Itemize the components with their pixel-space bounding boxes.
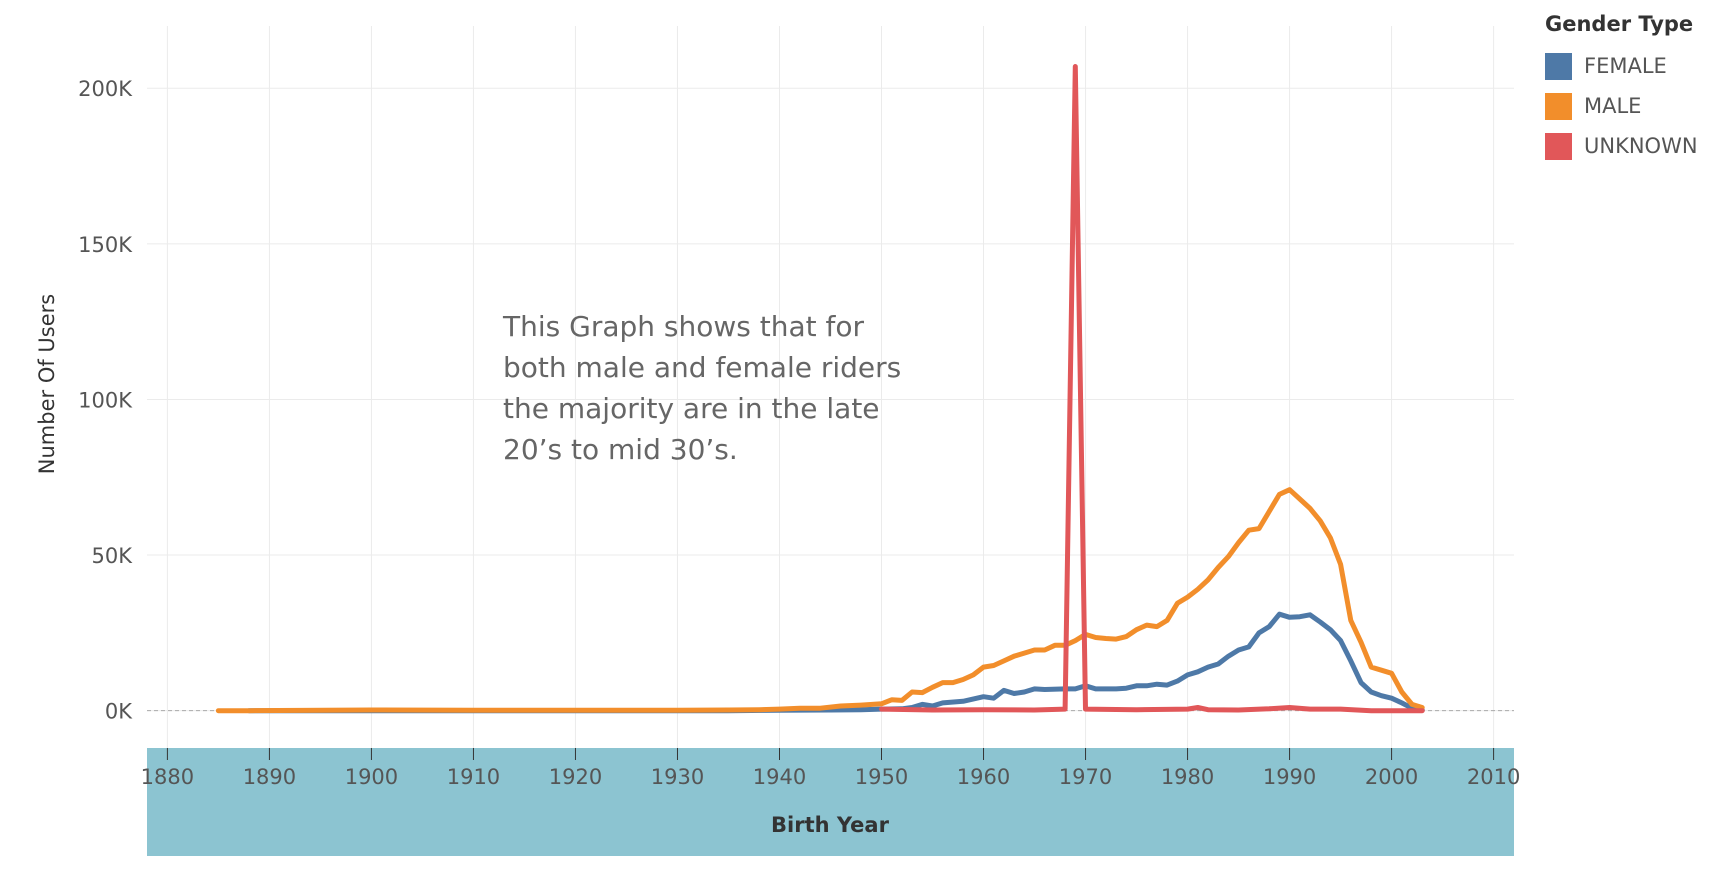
x-tick-label: 1920 <box>549 765 602 789</box>
series-group <box>215 64 1425 714</box>
legend-swatch <box>1545 132 1572 160</box>
series-line-male <box>215 487 1425 714</box>
annotation: This Graph shows that for both male and f… <box>502 310 901 466</box>
legend-item-unknown[interactable]: UNKNOWN <box>1545 126 1698 166</box>
grid <box>147 26 1514 748</box>
x-tick-label: 1940 <box>753 765 806 789</box>
x-tick-label: 1990 <box>1263 765 1316 789</box>
x-tick-label: 1960 <box>957 765 1010 789</box>
x-tick-label: 1910 <box>447 765 500 789</box>
x-tick-label: 1900 <box>345 765 398 789</box>
annotation-line: both male and female riders <box>503 351 901 384</box>
legend-item-male[interactable]: MALE <box>1545 86 1698 126</box>
x-tick-label: 1980 <box>1161 765 1214 789</box>
annotation-line: the majority are in the late <box>503 392 880 425</box>
legend-label: MALE <box>1584 94 1642 118</box>
x-tick-label: 1950 <box>855 765 908 789</box>
x-tick-label: 1880 <box>141 765 194 789</box>
x-axis-title: Birth Year <box>771 813 890 837</box>
legend: Gender Type FEMALE MALE UNKNOWN <box>1545 12 1698 166</box>
y-axis-title: Number Of Users <box>35 294 59 474</box>
y-tick-label: 150K <box>78 233 133 257</box>
y-tick-label: 50K <box>92 544 134 568</box>
annotation-line: This Graph shows that for <box>502 310 865 343</box>
x-tick-label: 2010 <box>1467 765 1520 789</box>
legend-label: UNKNOWN <box>1584 134 1698 158</box>
legend-swatch <box>1545 92 1572 120</box>
y-tick-label: 100K <box>78 388 133 412</box>
x-tick-label: 1970 <box>1059 765 1112 789</box>
x-axis-band <box>147 748 1514 856</box>
legend-label: FEMALE <box>1584 54 1667 78</box>
x-tick-label: 1930 <box>651 765 704 789</box>
y-tick-label: 200K <box>78 77 133 101</box>
annotation-line: 20’s to mid 30’s. <box>503 433 738 466</box>
legend-item-female[interactable]: FEMALE <box>1545 46 1698 86</box>
y-tick-label: 0K <box>105 700 133 724</box>
y-axis: 0K 50K 100K 150K 200K <box>78 77 133 723</box>
series-line-female <box>246 611 1425 714</box>
legend-swatch <box>1545 52 1572 80</box>
x-tick-label: 2000 <box>1365 765 1418 789</box>
x-axis: 1880 1890 1900 1910 1920 1930 1940 1950 1960 1970… <box>141 748 1520 789</box>
legend-title: Gender Type <box>1545 12 1694 36</box>
x-tick-label: 1890 <box>243 765 296 789</box>
legend-items: FEMALE MALE UNKNOWN <box>1545 46 1698 166</box>
series-line-unknown <box>879 64 1425 714</box>
